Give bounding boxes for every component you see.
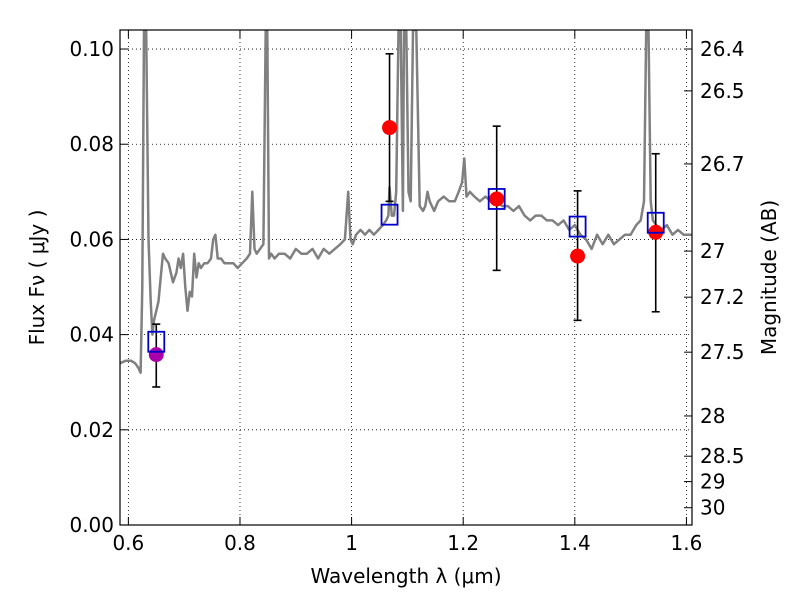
y-tick-label: 0.06 [69,227,114,251]
x-tick-label: 1.2 [447,531,479,555]
right-tick-label: 27.2 [700,285,745,309]
model-box [568,215,587,238]
x-tick-label: 1 [345,531,358,555]
y-tick-label: 0.00 [69,513,114,537]
model-box [147,330,166,353]
y-axis-label: Flux Fν ( μJy ) [25,210,49,346]
right-tick-label: 28.5 [700,444,745,468]
observed-point [489,191,505,207]
y-tick-label: 0.02 [69,418,114,442]
model-box [380,203,399,226]
model-spectrum-layer [120,30,692,374]
y-tick-label: 0.04 [69,323,114,347]
x-axis-label: Wavelength λ (μm) [310,564,501,588]
observed-point [570,248,586,264]
x-tick-label: 1.6 [671,531,703,555]
x-tick-label: 1.4 [559,531,591,555]
right-tick-label: 26.7 [700,152,745,176]
right-tick-label: 30 [700,496,725,520]
right-tick-label: 26.5 [700,79,745,103]
model-spectrum-line [120,30,692,374]
right-tick-label: 27.5 [700,340,745,364]
model-box [487,188,506,210]
right-tick-label: 26.4 [700,37,745,61]
model-box [646,211,665,234]
observed-points [148,120,664,363]
observed-point [382,120,398,136]
x-tick-label: 0.6 [112,531,144,555]
y-tick-label: 0.10 [69,37,114,61]
right-axis-label: Magnitude (AB) [757,200,781,355]
right-tick-label: 29 [700,470,725,494]
y-tick-label: 0.08 [69,132,114,156]
plot-frame [119,29,693,526]
ticks: 0.6 0.8 1 1.2 1.4 1.6 0.00 0.02 0.04 0.06 0.08 0.10… [69,30,745,555]
right-tick-label: 28 [700,404,725,428]
x-tick-label: 0.8 [224,531,256,555]
right-tick-label: 27 [700,239,725,263]
observed-point [148,347,164,363]
model-boxes [147,188,665,353]
